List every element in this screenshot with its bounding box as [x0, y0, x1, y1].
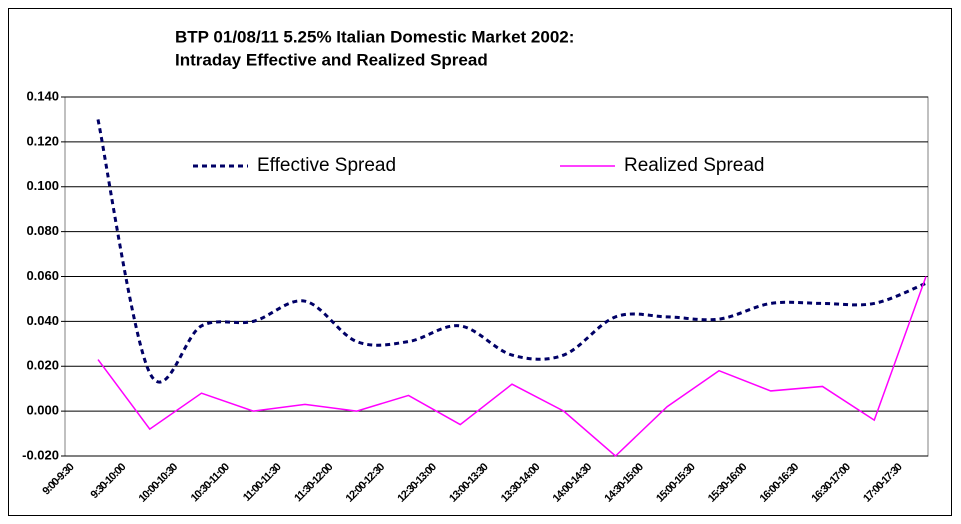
- legend-label: Realized Spread: [624, 155, 764, 176]
- y-tick-label: 0.100: [26, 178, 59, 193]
- series-line: [96, 119, 927, 384]
- y-tick-label: 0.000: [26, 403, 59, 418]
- y-tick-label: 0.020: [26, 358, 59, 373]
- y-tick-label: -0.020: [22, 447, 59, 462]
- legend-label: Effective Spread: [257, 155, 396, 176]
- y-tick-label: 0.140: [26, 88, 59, 103]
- y-tick-label: 0.060: [26, 268, 59, 283]
- y-tick-label: 0.080: [26, 223, 59, 238]
- y-tick-label: 0.120: [26, 133, 59, 148]
- y-tick-label: 0.040: [26, 313, 59, 328]
- chart-title: BTP 01/08/11 5.25% Italian Domestic Mark…: [175, 27, 574, 46]
- series-line: [97, 276, 927, 458]
- chart-title: Intraday Effective and Realized Spread: [175, 50, 488, 69]
